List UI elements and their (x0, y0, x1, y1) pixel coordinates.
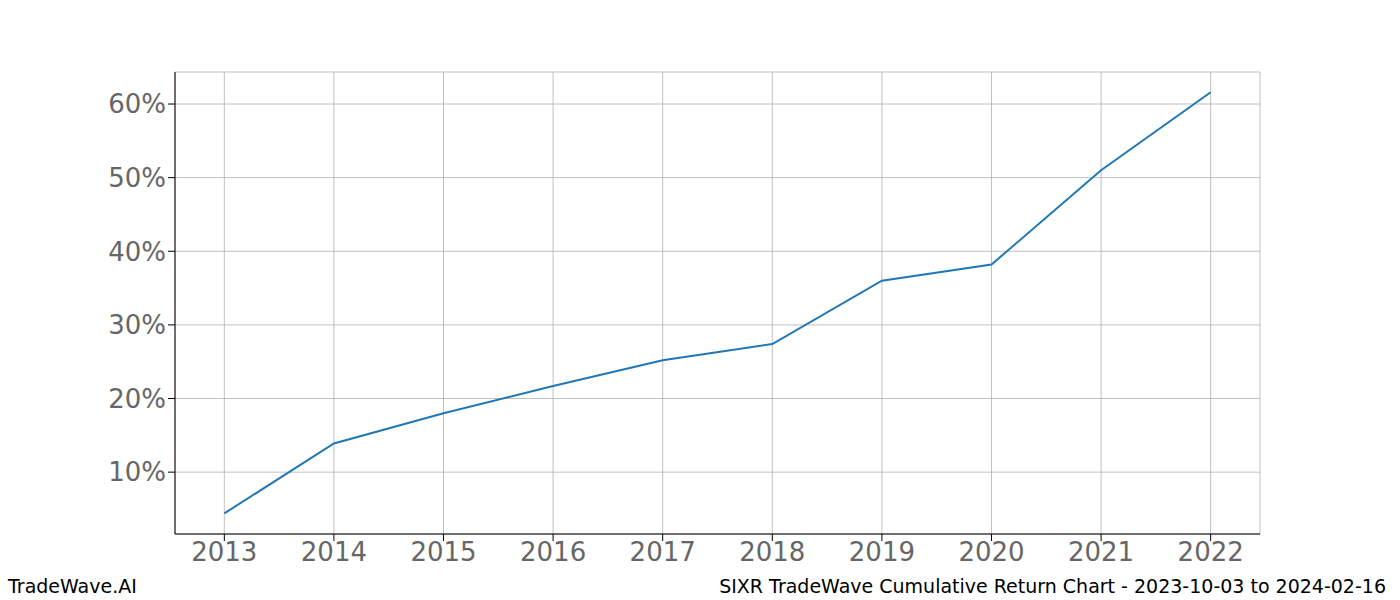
svg-text:40%: 40% (108, 237, 166, 267)
svg-text:2014: 2014 (301, 537, 367, 567)
svg-text:2020: 2020 (958, 537, 1024, 567)
svg-text:2019: 2019 (849, 537, 915, 567)
svg-text:2021: 2021 (1068, 537, 1134, 567)
svg-text:2015: 2015 (410, 537, 476, 567)
svg-text:30%: 30% (108, 310, 166, 340)
svg-text:10%: 10% (108, 457, 166, 487)
svg-text:2016: 2016 (520, 537, 586, 567)
svg-text:2018: 2018 (739, 537, 805, 567)
svg-text:50%: 50% (108, 163, 166, 193)
svg-text:2017: 2017 (630, 537, 696, 567)
html-text:SIXR TradeWave Cumulative Retu: SIXR TradeWave Cumulative Return Chart -… (719, 575, 1386, 597)
svg-text:60%: 60% (108, 89, 166, 119)
svg-text:2013: 2013 (191, 537, 257, 567)
html-text:TradeWave.AI: TradeWave.AI (8, 575, 137, 597)
svg-text:20%: 20% (108, 384, 166, 414)
svg-text:2022: 2022 (1178, 537, 1244, 567)
